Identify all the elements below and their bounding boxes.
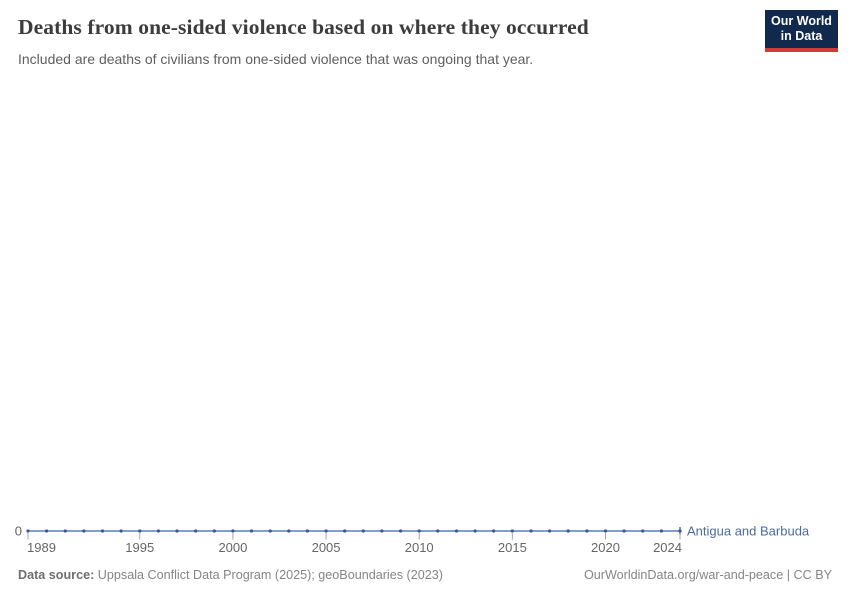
- data-point-marker[interactable]: [473, 529, 477, 533]
- x-axis-tick-label: 2015: [498, 540, 527, 555]
- data-point-marker[interactable]: [622, 529, 626, 533]
- data-point-marker[interactable]: [585, 529, 589, 533]
- chart-subtitle: Included are deaths of civilians from on…: [18, 51, 534, 67]
- data-point-marker[interactable]: [343, 529, 347, 533]
- data-point-marker[interactable]: [659, 529, 664, 533]
- data-point-marker[interactable]: [268, 529, 272, 533]
- data-point-marker[interactable]: [399, 529, 403, 533]
- data-point-marker[interactable]: [361, 529, 365, 533]
- data-point-marker[interactable]: [603, 529, 608, 533]
- data-point-marker[interactable]: [678, 529, 682, 533]
- rights-note: OurWorldinData.org/war-and-peace | CC BY: [583, 568, 832, 582]
- x-axis-tick-label: 2000: [218, 540, 247, 555]
- data-point-marker[interactable]: [454, 529, 459, 533]
- data-point-marker[interactable]: [82, 529, 86, 533]
- data-point-marker[interactable]: [231, 529, 235, 533]
- data-point-marker[interactable]: [212, 529, 216, 533]
- data-point-marker[interactable]: [194, 529, 198, 533]
- data-point-marker[interactable]: [249, 529, 254, 533]
- data-point-marker[interactable]: [566, 529, 570, 533]
- x-axis-tick-label: 2010: [405, 540, 434, 555]
- data-point-marker[interactable]: [324, 529, 328, 533]
- x-axis-tick-label: 1995: [125, 540, 154, 555]
- data-point-marker[interactable]: [100, 529, 105, 533]
- owid-logo-line1: Our World: [771, 13, 832, 28]
- x-axis-tick-label: 1989: [27, 540, 56, 555]
- chart-footer: Data source: Uppsala Conflict Data Progr…: [18, 567, 832, 583]
- data-point-marker[interactable]: [119, 529, 123, 533]
- data-source-text: Uppsala Conflict Data Program (2025); ge…: [97, 568, 443, 582]
- y-axis-zero-label: 0: [15, 524, 22, 539]
- data-point-marker[interactable]: [287, 529, 291, 533]
- entity-label[interactable]: Antigua and Barbuda: [687, 524, 810, 539]
- data-point-marker[interactable]: [548, 529, 552, 533]
- data-point-marker[interactable]: [138, 529, 142, 533]
- data-source-note: Data source: Uppsala Conflict Data Progr…: [18, 567, 443, 583]
- data-point-marker[interactable]: [305, 529, 309, 533]
- owid-logo: Our World in Data: [765, 10, 838, 52]
- data-point-marker[interactable]: [510, 529, 514, 533]
- owid-logo-line2: in Data: [780, 29, 823, 43]
- data-point-marker[interactable]: [380, 529, 384, 533]
- x-axis-tick-label: 2024: [653, 540, 682, 555]
- x-axis-tick-label: 2005: [312, 540, 341, 555]
- data-point-marker[interactable]: [492, 529, 496, 533]
- data-point-marker[interactable]: [417, 529, 421, 533]
- data-point-marker[interactable]: [26, 529, 30, 533]
- data-point-marker[interactable]: [529, 529, 533, 533]
- data-point-marker[interactable]: [175, 529, 179, 533]
- chart-title: Deaths from one-sided violence based on …: [18, 15, 589, 39]
- data-source-label: Data source:: [18, 568, 95, 582]
- data-point-marker[interactable]: [63, 529, 67, 533]
- data-point-marker[interactable]: [45, 529, 49, 533]
- data-point-marker[interactable]: [641, 529, 645, 533]
- data-point-marker[interactable]: [436, 529, 440, 533]
- x-axis-tick-label: 2020: [591, 540, 620, 555]
- data-point-marker[interactable]: [156, 529, 160, 533]
